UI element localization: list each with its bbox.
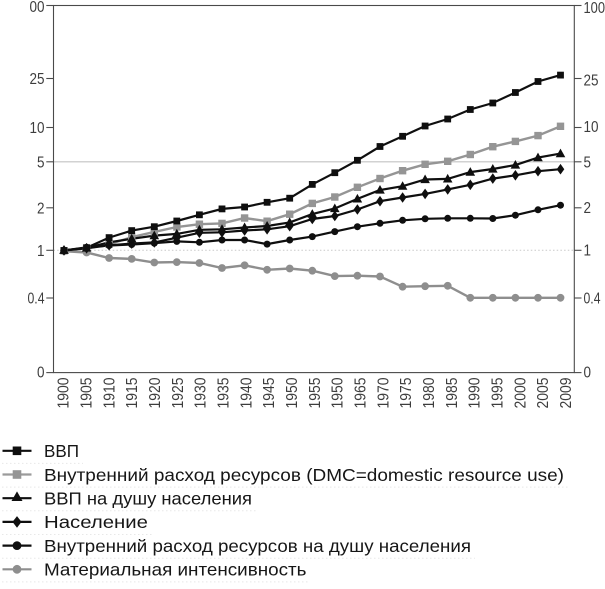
svg-text:1940: 1940: [238, 377, 255, 408]
svg-text:0: 0: [37, 365, 45, 382]
svg-text:1935: 1935: [216, 378, 233, 409]
svg-text:10: 10: [30, 120, 45, 137]
svg-text:2: 2: [37, 200, 45, 217]
svg-text:1965: 1965: [353, 378, 370, 409]
svg-text:5: 5: [37, 154, 45, 171]
svg-text:0: 0: [584, 365, 592, 382]
svg-text:Внутренний расход ресурсов на: Внутренний расход ресурсов на душу насел…: [44, 536, 471, 556]
svg-text:2005: 2005: [535, 378, 552, 409]
svg-text:Материальная интенсивность: Материальная интенсивность: [44, 560, 307, 580]
svg-text:1950: 1950: [330, 377, 347, 408]
svg-text:ВВП на душу населения: ВВП на душу населения: [44, 489, 252, 509]
svg-text:1980: 1980: [421, 377, 438, 408]
svg-text:1925: 1925: [170, 378, 187, 409]
svg-text:1915: 1915: [124, 378, 141, 409]
svg-text:1905: 1905: [78, 378, 95, 409]
svg-text:10: 10: [584, 119, 599, 136]
svg-text:1930: 1930: [193, 377, 210, 408]
svg-text:2: 2: [584, 200, 592, 217]
svg-text:0.4: 0.4: [584, 291, 601, 308]
svg-text:Внутренний расход ресурсов (DM: Внутренний расход ресурсов (DMC=domestic…: [44, 465, 564, 485]
svg-text:5: 5: [584, 154, 592, 171]
svg-text:2009: 2009: [558, 378, 575, 409]
svg-text:0.4: 0.4: [28, 291, 45, 308]
svg-text:25: 25: [30, 71, 45, 88]
svg-text:100: 100: [584, 0, 605, 17]
svg-text:1910: 1910: [101, 377, 118, 408]
svg-text:1920: 1920: [147, 377, 164, 408]
svg-text:1990: 1990: [467, 377, 484, 408]
svg-text:1975: 1975: [398, 378, 415, 409]
svg-text:1970: 1970: [375, 377, 392, 408]
svg-text:1900: 1900: [56, 377, 73, 408]
svg-text:2000: 2000: [512, 377, 529, 408]
svg-text:1955: 1955: [307, 378, 324, 409]
svg-text:ВВП: ВВП: [44, 441, 79, 461]
svg-text:00: 00: [30, 0, 45, 16]
svg-text:25: 25: [584, 73, 599, 90]
svg-text:1995: 1995: [490, 378, 507, 409]
svg-text:1950: 1950: [284, 377, 301, 408]
svg-text:1: 1: [584, 243, 592, 260]
svg-text:1: 1: [37, 243, 45, 260]
svg-text:1945: 1945: [261, 378, 278, 409]
svg-text:Население: Население: [44, 512, 148, 532]
svg-text:1985: 1985: [444, 378, 461, 409]
